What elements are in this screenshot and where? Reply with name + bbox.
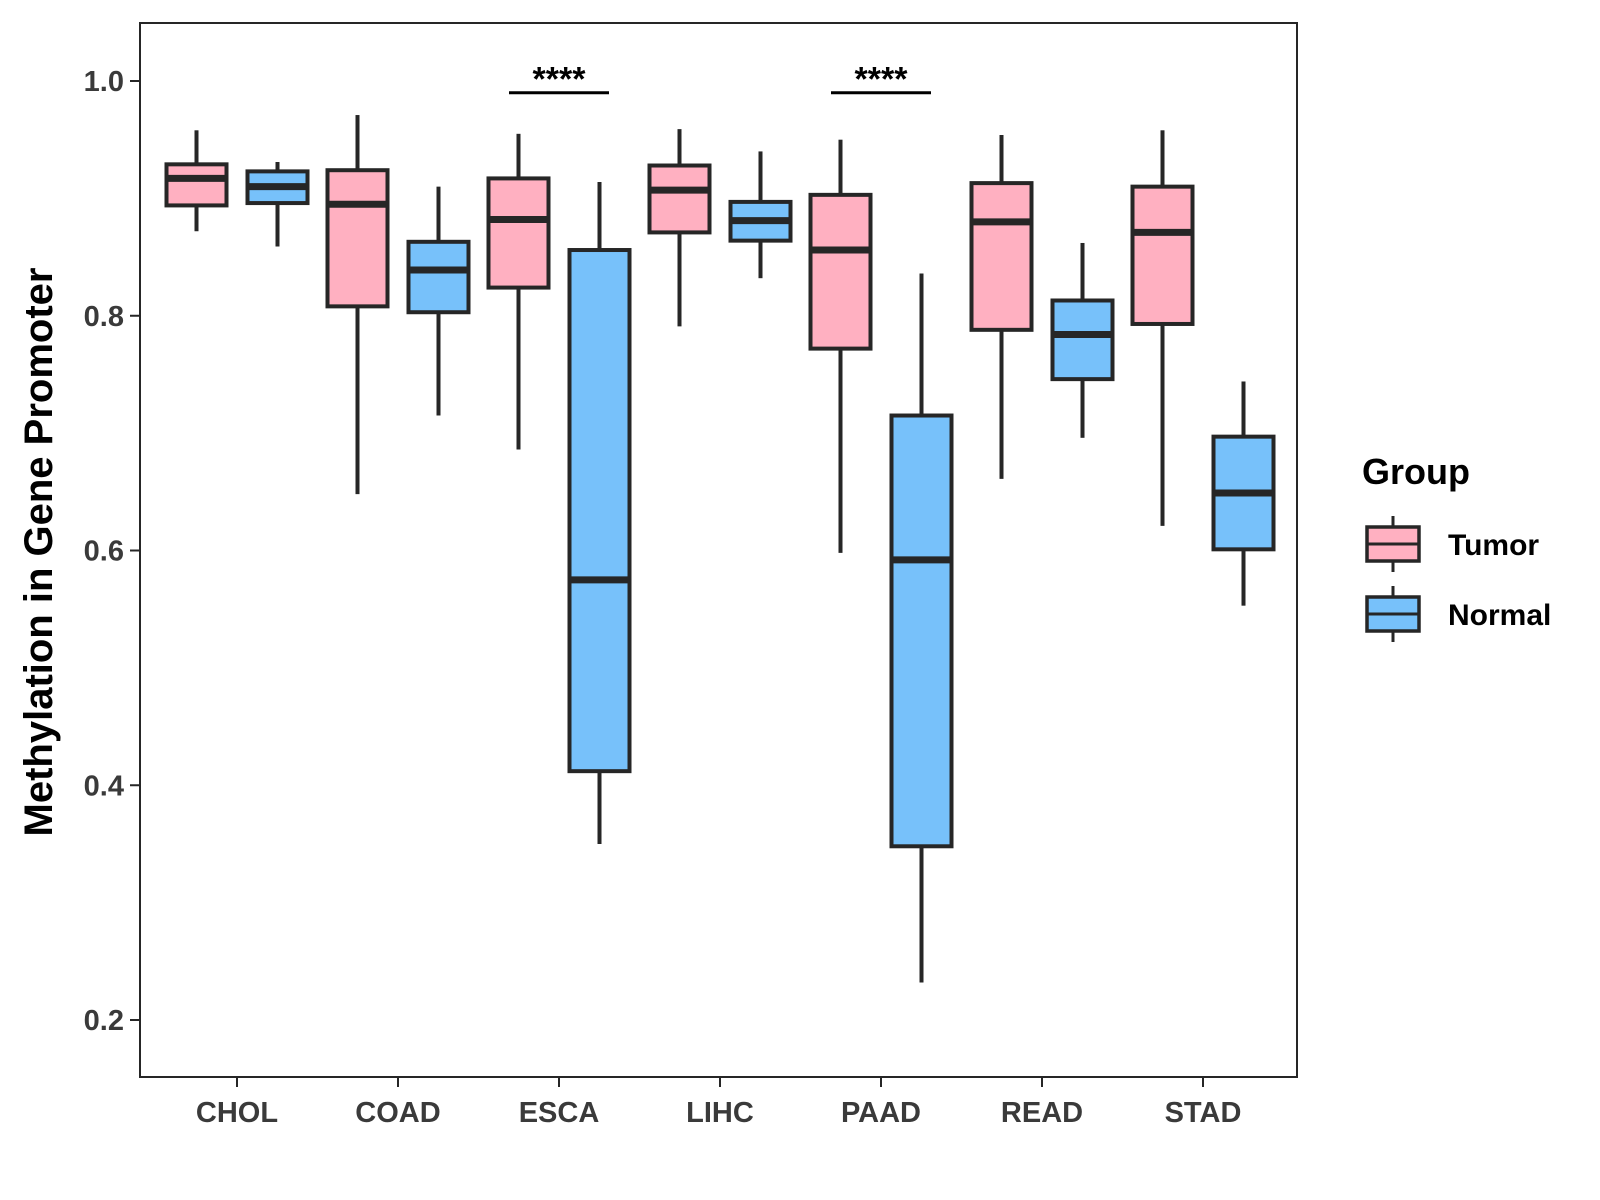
legend-label: Normal bbox=[1448, 599, 1551, 632]
box-tumor-coad bbox=[325, 115, 390, 495]
box-tumor-lihc bbox=[647, 129, 712, 327]
x-tick-label-stad: STAD bbox=[1165, 1097, 1242, 1129]
x-tick-label-read: READ bbox=[1001, 1097, 1083, 1129]
box-normal-esca bbox=[567, 181, 632, 844]
y-tick-label: 0.4 bbox=[84, 770, 124, 802]
legend-title: Group bbox=[1362, 451, 1470, 492]
x-tick-label-coad: COAD bbox=[355, 1097, 440, 1129]
box-tumor-stad bbox=[1130, 130, 1195, 526]
significance-esca: **** bbox=[509, 61, 609, 99]
iqr-box bbox=[486, 176, 551, 290]
box-tumor-read bbox=[969, 134, 1034, 479]
box-normal-lihc bbox=[728, 151, 793, 279]
iqr-box bbox=[1130, 184, 1195, 326]
box-normal-read bbox=[1050, 242, 1115, 438]
y-tick-label: 0.2 bbox=[84, 1005, 124, 1037]
iqr-box bbox=[325, 168, 390, 309]
iqr-box bbox=[808, 192, 873, 351]
iqr-box bbox=[969, 181, 1034, 332]
box-series bbox=[164, 115, 1276, 983]
y-axis-title: Methylation in Gene Promoter bbox=[17, 268, 61, 837]
significance-annotations: **** **** bbox=[509, 61, 931, 99]
x-tick-label-lihc: LIHC bbox=[686, 1097, 754, 1129]
iqr-box bbox=[647, 163, 712, 235]
box-normal-chol bbox=[245, 161, 310, 247]
iqr-box bbox=[406, 239, 471, 315]
significance-stars: **** bbox=[533, 61, 587, 99]
box-normal-stad bbox=[1211, 381, 1276, 606]
iqr-box bbox=[164, 162, 229, 208]
iqr-box bbox=[567, 248, 632, 774]
box-tumor-esca bbox=[486, 133, 551, 450]
legend: Group Tumor Normal bbox=[1362, 451, 1551, 642]
legend-entry-normal: Normal bbox=[1365, 586, 1551, 642]
significance-paad: **** bbox=[831, 61, 931, 99]
box-tumor-paad bbox=[808, 139, 873, 553]
y-tick-label: 0.8 bbox=[84, 301, 124, 333]
iqr-box bbox=[1050, 298, 1115, 382]
iqr-box bbox=[889, 413, 954, 849]
box-tumor-chol bbox=[164, 130, 229, 232]
box-normal-coad bbox=[406, 186, 471, 416]
box-normal-paad bbox=[889, 273, 954, 983]
x-tick-label-chol: CHOL bbox=[196, 1097, 278, 1129]
x-tick-label-paad: PAAD bbox=[841, 1097, 921, 1129]
y-tick-label: 1.0 bbox=[84, 66, 124, 98]
x-axis: CHOL COAD ESCA LIHC PAAD READ STAD bbox=[196, 1077, 1241, 1129]
legend-label: Tumor bbox=[1448, 529, 1539, 562]
y-axis: 0.2 0.4 0.6 0.8 1.0 bbox=[84, 66, 140, 1037]
y-tick-label: 0.6 bbox=[84, 536, 124, 568]
significance-stars: **** bbox=[855, 61, 909, 99]
legend-entry-tumor: Tumor bbox=[1365, 516, 1539, 572]
x-tick-label-esca: ESCA bbox=[519, 1097, 600, 1129]
